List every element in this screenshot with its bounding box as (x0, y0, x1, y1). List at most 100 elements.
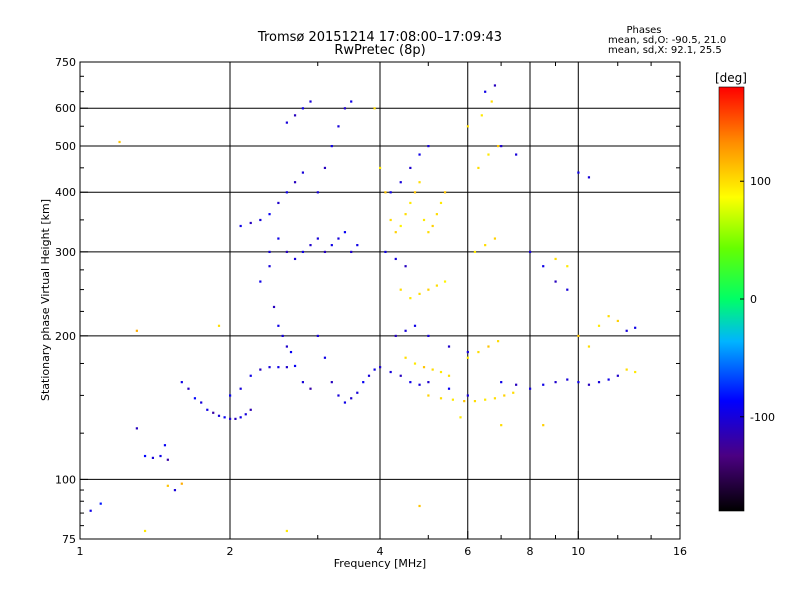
data-point-o (239, 387, 242, 390)
data-point-o (301, 107, 305, 110)
data-point-o (529, 387, 532, 390)
chart-subtitle: RwPretec (8p) (334, 43, 425, 58)
axis-ticks (79, 61, 681, 540)
data-point-o (587, 176, 591, 179)
data-point-o (343, 231, 347, 234)
data-point-o (389, 191, 392, 194)
data-point-o (413, 324, 417, 327)
data-point-x (143, 529, 147, 533)
data-point-o (259, 368, 262, 371)
data-point-x (554, 257, 557, 261)
data-point-o (309, 387, 312, 390)
data-point-o (427, 381, 430, 384)
data-point-o (285, 191, 288, 194)
data-point-o (379, 366, 382, 369)
data-point-x (409, 201, 412, 205)
data-point-x (389, 218, 392, 222)
data-point-o (163, 444, 167, 447)
data-point-o (350, 397, 353, 400)
data-point-o (323, 166, 327, 170)
data-point-x (477, 350, 480, 354)
data-point-o (99, 502, 102, 505)
data-point-x (435, 213, 438, 216)
data-point-x (493, 237, 497, 240)
y-tick-labels: 75 100 200 300 400 500 600 750 (55, 56, 76, 546)
data-point-x (285, 529, 288, 533)
x-axis-label: Frequency [MHz] (334, 557, 426, 570)
data-point-o (89, 509, 92, 512)
colorbar-tick-label: 0 (750, 293, 757, 306)
x-tick-label: 2 (227, 545, 234, 558)
data-point-x (512, 391, 515, 394)
data-point-x (404, 356, 407, 359)
data-point-o (554, 381, 557, 384)
data-point-o (285, 121, 288, 124)
data-point-o (587, 383, 591, 386)
data-point-x (607, 315, 610, 318)
x-tick-label: 1 (77, 545, 84, 558)
data-point-x (373, 107, 376, 110)
data-point-x (466, 125, 469, 128)
x-tick-label: 8 (527, 545, 534, 558)
data-point-o (566, 378, 569, 381)
data-point-o (206, 408, 209, 411)
data-point-o (484, 90, 487, 93)
data-point-x (431, 224, 434, 228)
data-point-o (316, 191, 319, 194)
data-point-x (490, 100, 493, 103)
data-point-o (554, 280, 557, 283)
data-point-o (223, 416, 226, 419)
data-point-o (515, 153, 518, 156)
data-point-o (173, 489, 177, 492)
data-point-o (187, 387, 190, 390)
data-point-o (277, 366, 280, 369)
data-point-o (389, 370, 392, 374)
data-point-o (394, 257, 397, 261)
data-point-x (399, 224, 402, 228)
data-point-o (301, 250, 305, 254)
data-point-o (135, 427, 138, 430)
data-point-o (316, 237, 319, 240)
data-point-o (566, 288, 569, 291)
data-point-o (285, 366, 288, 369)
y-tick-label: 75 (62, 533, 76, 546)
data-point-o (143, 454, 147, 458)
y-axis-label: Stationary phase Virtual Height [km] (39, 199, 52, 401)
data-point-o (330, 144, 333, 148)
data-point-x (443, 191, 447, 194)
data-point-x (180, 482, 183, 485)
data-point-o (239, 416, 242, 419)
data-point-x (597, 324, 601, 327)
data-point-x (409, 297, 412, 300)
data-point-o (330, 381, 333, 384)
data-point-o (337, 125, 340, 128)
stats-line-x: mean, sd,X: 92.1, 25.5 (608, 45, 722, 56)
data-point-o (193, 397, 197, 400)
data-point-o (607, 378, 610, 381)
data-point-o (249, 374, 252, 377)
data-point-o (285, 250, 288, 254)
data-point-x (399, 288, 402, 291)
data-point-o (500, 381, 503, 384)
data-point-x (577, 334, 580, 338)
data-point-x (435, 284, 438, 287)
data-point-o (212, 411, 215, 414)
x-tick-labels: 1 2 4 6 8 10 16 (77, 545, 688, 558)
data-point-o (259, 218, 262, 222)
x-tick-label: 6 (464, 545, 471, 558)
data-point-o (301, 381, 305, 384)
data-point-x (616, 319, 619, 323)
data-point-o (404, 329, 407, 332)
x-tick-label: 4 (377, 545, 384, 558)
data-point-x (427, 288, 430, 291)
data-point-o (399, 181, 402, 184)
colorbar-ticks: 100 0 -100 (740, 175, 775, 424)
data-point-x (413, 362, 417, 365)
data-point-o (356, 391, 359, 394)
data-point-o (285, 345, 288, 348)
data-point-o (323, 250, 327, 254)
data-point-x (379, 166, 382, 170)
data-point-x (459, 416, 462, 419)
data-point-o (217, 414, 221, 417)
data-point-o (418, 383, 421, 386)
